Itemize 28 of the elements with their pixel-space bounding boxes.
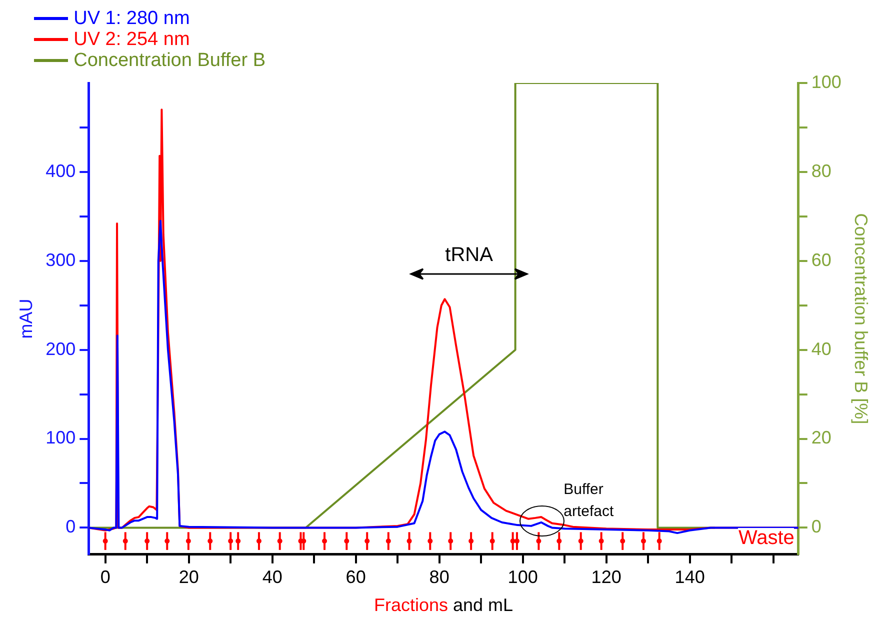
x-tick-label: 80: [429, 567, 450, 588]
y2-tick-label: 0: [811, 516, 822, 537]
y-tick-label: 100: [46, 428, 76, 448]
y-axis-title: mAU: [16, 298, 36, 339]
x-tick-label: 140: [674, 567, 705, 588]
y2-tick-label: 100: [811, 72, 842, 92]
y2-tick-label: 20: [811, 428, 832, 448]
y-tick-label: 0: [66, 516, 76, 537]
y2-axis-title: Concentration buffer B [%]: [851, 213, 872, 424]
annotation: tRNA: [444, 244, 494, 267]
annotation: Buffer artefact: [564, 480, 615, 522]
x-tick-label: 20: [178, 567, 199, 588]
y2-tick-label: 60: [811, 250, 832, 270]
legend-label: UV 1: 280 nm: [74, 8, 190, 29]
x-tick-label: 60: [346, 567, 366, 588]
x-tick-label: 0: [100, 567, 110, 588]
y-tick-label: 200: [46, 338, 76, 359]
x-tick-label: 40: [262, 567, 282, 588]
legend-label: UV 2: 254 nm: [74, 29, 190, 50]
y-tick-label: 300: [46, 250, 76, 270]
x-tick-label: 120: [591, 567, 622, 588]
y2-tick-label: 40: [811, 338, 832, 359]
x-tick-label: 100: [508, 567, 538, 588]
y2-tick-label: 80: [811, 160, 832, 181]
x-axis-title: Fractions and mL: [372, 595, 514, 616]
annotation: Waste: [738, 527, 794, 550]
y-tick-label: 400: [46, 160, 76, 181]
legend-label: Concentration Buffer B: [74, 50, 266, 71]
